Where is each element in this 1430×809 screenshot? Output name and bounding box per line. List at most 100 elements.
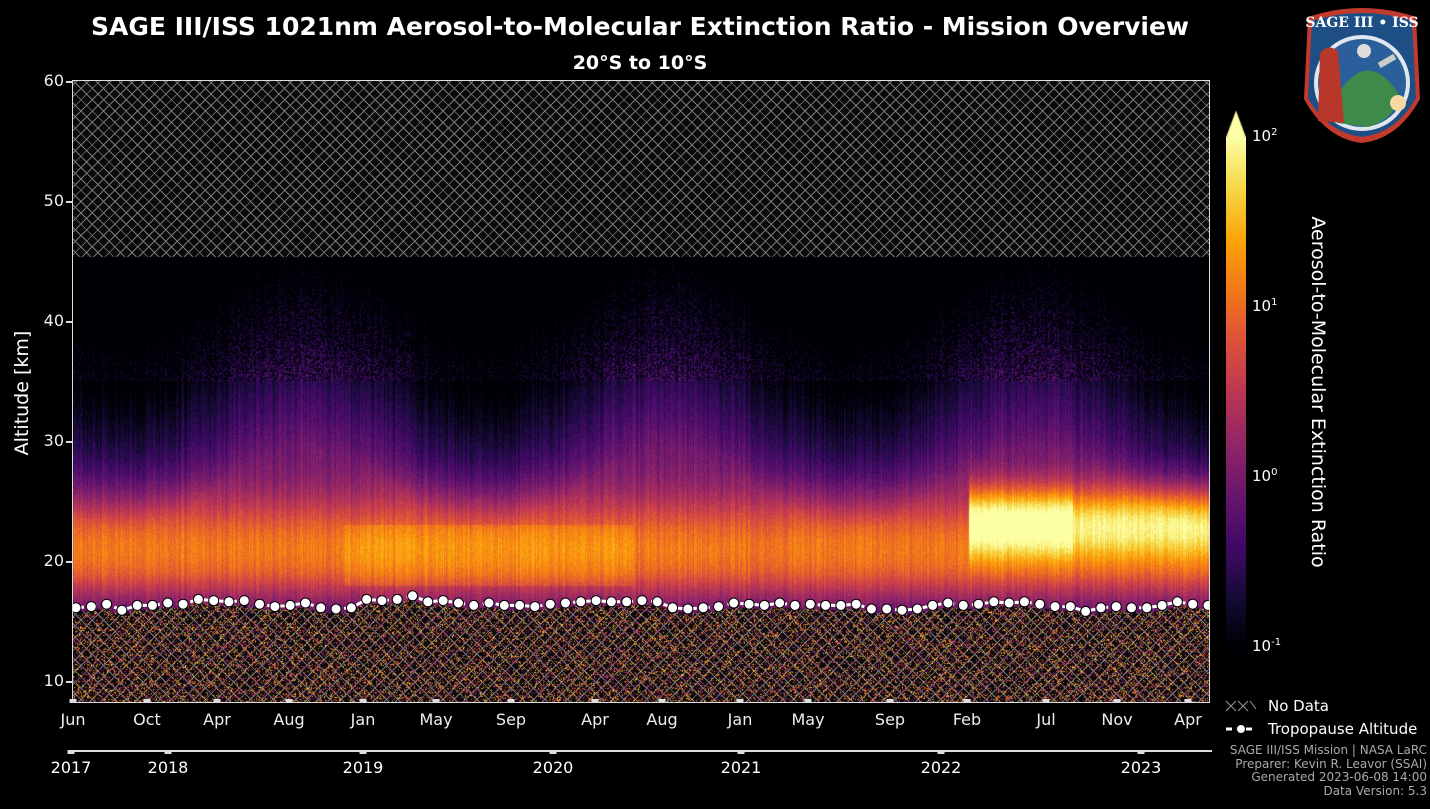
x-tick-mark	[963, 699, 971, 703]
tropopause-point	[407, 590, 419, 602]
tropopause-point	[284, 599, 296, 611]
x-tick-label: Sep	[874, 710, 906, 729]
tropopause-point	[452, 597, 464, 609]
y-tick-mark	[66, 561, 72, 563]
year-tick-label: 2022	[920, 758, 962, 777]
tropopause-point	[789, 599, 801, 611]
tropopause-point	[1049, 601, 1061, 613]
plot-area	[72, 80, 1210, 703]
x-tick-mark	[507, 699, 515, 703]
tropopause-point	[85, 601, 97, 613]
tropopause-point	[636, 595, 648, 607]
tick-base: 10	[1252, 637, 1272, 655]
tropopause-point	[605, 596, 617, 608]
credit-line: Data Version: 5.3	[1323, 783, 1427, 798]
tropopause-point	[743, 598, 755, 610]
tropopause-point	[1156, 599, 1168, 611]
x-tick-mark	[69, 699, 77, 703]
y-tick-label: 20	[43, 551, 64, 570]
x-tick-label: Oct	[133, 710, 161, 729]
year-axis	[70, 750, 1212, 752]
tropopause-point	[1095, 602, 1107, 614]
x-tick-mark	[213, 699, 221, 703]
legend-tropopause: Tropopause Altitude	[1224, 720, 1417, 738]
y-tick-mark	[66, 321, 72, 323]
legend-no-data: No Data	[1224, 697, 1329, 715]
x-tick-label: Jan	[727, 710, 753, 729]
tropopause-point	[712, 601, 724, 613]
tropopause-point	[1110, 601, 1122, 613]
tropopause-point	[560, 597, 572, 609]
colorbar-tick-label: 100	[1252, 467, 1277, 485]
tropopause-point	[1202, 599, 1209, 611]
tropopause-marker-icon	[1226, 724, 1256, 734]
tropopause-point	[177, 598, 189, 610]
x-tick-mark	[736, 699, 744, 703]
year-tick-label: 2021	[720, 758, 762, 777]
tropopause-point	[254, 598, 266, 610]
tropopause-point	[269, 601, 281, 613]
x-tick-label: Nov	[1101, 710, 1133, 729]
tropopause-point	[1034, 598, 1046, 610]
tropopause-point	[927, 599, 939, 611]
colorbar-label: Aerosol-to-Molecular Extinction Ratio	[1307, 216, 1329, 568]
tropopause-point	[774, 597, 786, 609]
svg-text:SAGE III • ISS: SAGE III • ISS	[1305, 15, 1418, 31]
year-tick-mark	[1137, 750, 1145, 754]
tropopause-point	[728, 597, 740, 609]
tropopause-point	[299, 597, 311, 609]
year-tick-mark	[549, 750, 557, 754]
tropopause-point	[146, 599, 158, 611]
sage-iii-iss-mission-logo: SAGE III • ISS	[1304, 8, 1420, 143]
tropopause-point	[208, 595, 220, 607]
tropopause-point	[73, 602, 82, 614]
tropopause-point	[758, 599, 770, 611]
tick-base: 10	[1252, 127, 1272, 145]
x-tick-mark	[143, 699, 151, 703]
colorbar-tick-label: 10-1	[1252, 637, 1281, 655]
tropopause-point	[1018, 596, 1030, 608]
x-tick-mark	[804, 699, 812, 703]
tropopause-point	[101, 598, 113, 610]
tropopause-point	[223, 596, 235, 608]
tick-exponent: 0	[1271, 467, 1278, 478]
x-tick-mark	[658, 699, 666, 703]
x-tick-mark	[1042, 699, 1050, 703]
tropopause-point	[498, 599, 510, 611]
tropopause-point	[911, 603, 923, 615]
x-tick-label: Apr	[203, 710, 231, 729]
tick-exponent: -1	[1271, 637, 1282, 648]
tropopause-point	[973, 598, 985, 610]
tropopause-point	[116, 604, 128, 616]
tropopause-point	[697, 602, 709, 614]
x-tick-mark	[886, 699, 894, 703]
y-tick-label: 60	[43, 71, 64, 90]
tick-exponent: 1	[1271, 297, 1278, 308]
tropopause-point	[1141, 602, 1153, 614]
y-axis-label: Altitude [km]	[11, 330, 33, 456]
tropopause-point	[651, 596, 663, 608]
tropopause-point	[238, 595, 250, 607]
colorbar-tick-label: 102	[1252, 127, 1277, 145]
tropopause-point	[330, 603, 342, 615]
x-tick-label: Sep	[495, 710, 527, 729]
year-tick-mark	[359, 750, 367, 754]
credit-line: SAGE III/ISS Mission | NASA LaRC	[1229, 743, 1427, 757]
y-tick-mark	[66, 81, 72, 83]
x-tick-label: Feb	[952, 710, 982, 729]
year-tick-mark	[164, 750, 172, 754]
tropopause-point	[192, 593, 204, 605]
year-tick-label: 2017	[50, 758, 92, 777]
tropopause-point	[1187, 598, 1199, 610]
tropopause-point	[1171, 596, 1183, 608]
colorbar-tick-label: 101	[1252, 297, 1277, 315]
tropopause-point	[315, 602, 327, 614]
year-tick-label: 2020	[532, 758, 574, 777]
tropopause-point	[682, 603, 694, 615]
year-tick-label: 2023	[1120, 758, 1162, 777]
tropopause-point	[881, 603, 893, 615]
tropopause-point	[1080, 605, 1092, 617]
tropopause-point	[667, 602, 679, 614]
tropopause-point	[804, 598, 816, 610]
tropopause-point	[361, 593, 373, 605]
